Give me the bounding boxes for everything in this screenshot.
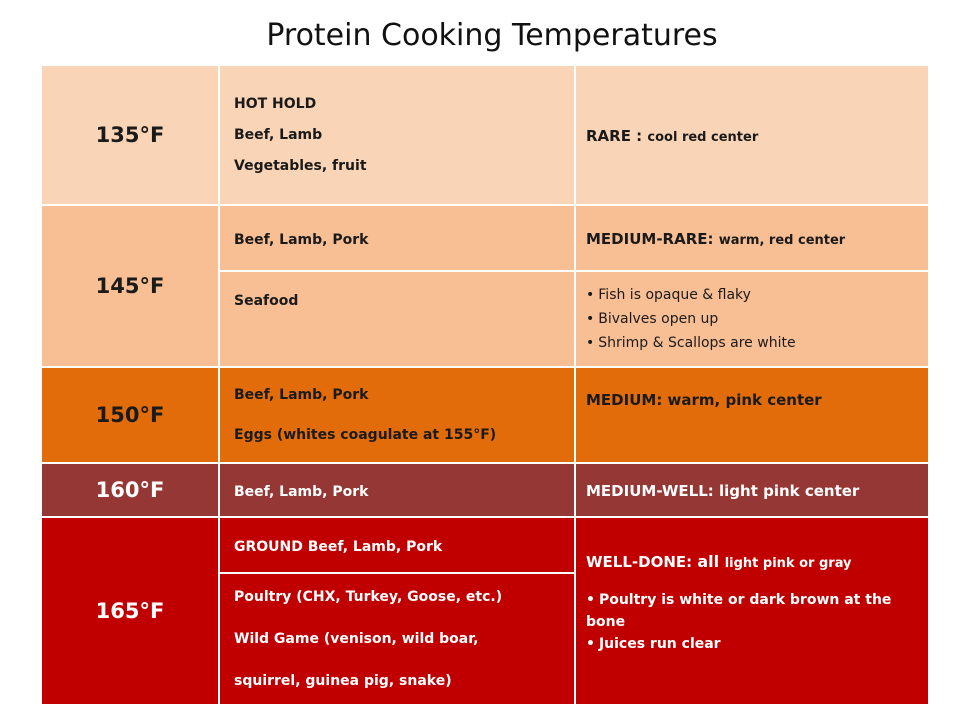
desc-cell-145-a: MEDIUM-RARE: warm, red center [574,204,930,272]
desc-main: MEDIUM-RARE: [586,229,719,248]
row-165-a: 165°F GROUND Beef, Lamb, Pork WELL-DONE:… [40,516,930,706]
desc-cell-150: MEDIUM: warm, pink center [574,366,930,464]
bullet-item: Fish is opaque & flaky [586,283,928,307]
desc-cell-145-b: Fish is opaque & flaky Bivalves open up … [574,270,930,368]
desc-mid: all [697,552,725,571]
food-line: Poultry (CHX, Turkey, Goose, etc.) [234,589,503,605]
temp-cell-160: 160°F [40,462,220,518]
desc-main: WELL-DONE: [586,553,698,571]
desc-main: MEDIUM: warm, pink center [586,391,822,409]
desc-small: cool red center [647,129,759,145]
row-135: 135°F HOT HOLD Beef, Lamb Vegetables, fr… [40,64,930,206]
temperature-table: 135°F HOT HOLD Beef, Lamb Vegetables, fr… [40,64,930,706]
food-line: Beef, Lamb, Pork [234,387,369,403]
food-cell-135: HOT HOLD Beef, Lamb Vegetables, fruit [218,64,576,206]
desc-cell-165: WELL-DONE: all light pink or gray Poultr… [574,516,930,706]
food-line: HOT HOLD [234,95,317,112]
bullet-item: Juices run clear [586,633,928,655]
bullet-item: Shrimp & Scallops are white [586,331,928,355]
bullet-item: Bivalves open up [586,307,928,331]
food-cell-145-b: Seafood [218,270,576,368]
food-cell-160: Beef, Lamb, Pork [218,462,576,518]
bullet-item: Poultry is white or dark brown at the bo… [586,589,928,633]
food-line: Wild Game (venison, wild boar, [234,631,479,647]
food-line: GROUND Beef, Lamb, Pork [234,538,443,555]
desc-small: light pink or gray [724,556,852,571]
desc-cell-160: MEDIUM-WELL: light pink center [574,462,930,518]
temp-cell-150: 150°F [40,366,220,464]
food-cell-150: Beef, Lamb, Pork Eggs (whites coagulate … [218,366,576,464]
food-cell-165-b: Poultry (CHX, Turkey, Goose, etc.) Wild … [218,572,576,706]
food-line: Eggs (whites coagulate at 155°F) [234,427,497,443]
food-line: Beef, Lamb, Pork [234,231,369,248]
food-line: Seafood [234,293,299,309]
row-145-b: Seafood Fish is opaque & flaky Bivalves … [41,270,930,368]
desc-heading: WELL-DONE: all light pink or gray [586,552,928,571]
row-160: 160°F Beef, Lamb, Pork MEDIUM-WELL: ligh… [40,462,930,518]
row-145-a: 145°F Beef, Lamb, Pork MEDIUM-RARE: warm… [40,204,930,368]
food-line: Beef, Lamb [234,126,323,143]
row-150: 150°F Beef, Lamb, Pork Eggs (whites coag… [40,366,930,464]
desc-small: warm, red center [718,232,846,248]
food-cell-145-a: Beef, Lamb, Pork [218,204,576,272]
row-165-b: Poultry (CHX, Turkey, Goose, etc.) Wild … [41,572,929,706]
food-cell-165-a: GROUND Beef, Lamb, Pork [218,516,576,574]
food-line: squirrel, guinea pig, snake) [234,673,452,689]
page-title: Protein Cooking Temperatures [266,18,718,53]
temp-cell-135: 135°F [40,64,220,206]
desc-main: MEDIUM-WELL: light pink center [586,481,860,500]
temp-cell-165: 165°F [40,516,220,706]
food-line: Vegetables, fruit [234,157,367,174]
desc-cell-135: RARE : cool red center [574,64,930,206]
food-line: Beef, Lamb, Pork [234,483,369,500]
temp-cell-145: 145°F [40,204,220,368]
desc-main: RARE : [586,126,648,145]
